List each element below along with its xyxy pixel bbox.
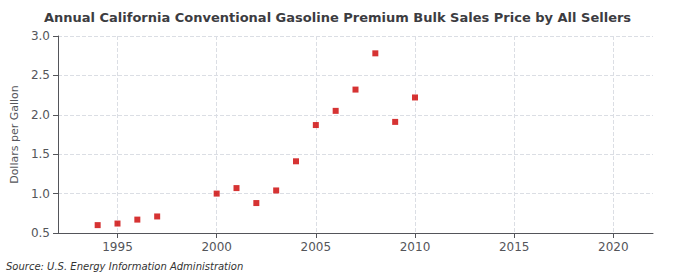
svg-text:2020: 2020 [598, 240, 629, 254]
svg-text:0.5: 0.5 [31, 226, 50, 240]
svg-text:1995: 1995 [102, 240, 133, 254]
svg-text:Source: U.S. Energy Informatio: Source: U.S. Energy Information Administ… [6, 261, 243, 272]
svg-text:1.0: 1.0 [31, 187, 50, 201]
svg-text:2.5: 2.5 [31, 68, 50, 82]
svg-text:2015: 2015 [499, 240, 530, 254]
svg-text:3.0: 3.0 [31, 29, 50, 43]
svg-text:2.0: 2.0 [31, 108, 50, 122]
svg-text:Dollars per Gallon: Dollars per Gallon [8, 85, 21, 184]
svg-text:2010: 2010 [400, 240, 431, 254]
svg-text:Annual California Conventional: Annual California Conventional Gasoline … [44, 10, 631, 25]
svg-text:2005: 2005 [301, 240, 332, 254]
svg-text:2000: 2000 [201, 240, 232, 254]
svg-text:1.5: 1.5 [31, 147, 50, 161]
